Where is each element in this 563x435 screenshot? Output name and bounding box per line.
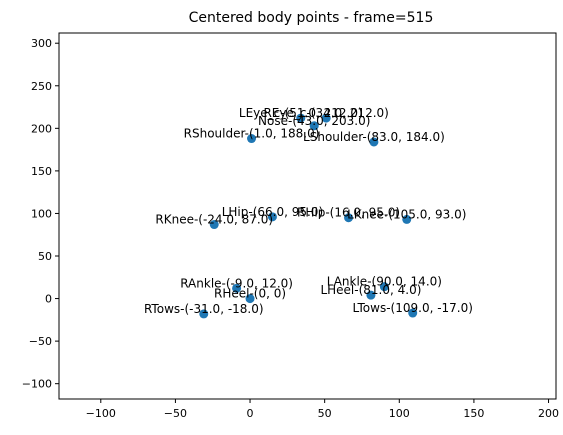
y-tick-label: 250 [31, 80, 52, 93]
y-tick-label: 200 [31, 122, 52, 135]
y-tick-label: −50 [29, 335, 52, 348]
point-label: REye_c-(34.0, 212.0) [263, 106, 388, 120]
scatter-point [344, 213, 354, 223]
scatter-point [296, 113, 306, 123]
point-label: RKnee-(-24.0, 87.0) [155, 213, 273, 227]
chart-title: Centered body points - frame=515 [189, 10, 434, 26]
plot-area [58, 32, 557, 400]
x-axis: −100 −50 0 50 100 150 200 [86, 399, 559, 420]
point-label: LKnee-(105.0, 93.0) [347, 207, 466, 221]
point-labels: LEye_c-(51.0, 212.0)REye_c-(34.0, 212.0)… [144, 106, 473, 316]
scatter-point [402, 214, 412, 224]
data-points [199, 113, 418, 319]
x-tick-label: 150 [463, 407, 484, 420]
point-label: RAnkle-(-9.0, 12.0) [180, 276, 293, 290]
point-label: RHip-(16.0, 95.0) [297, 206, 400, 220]
scatter-point [267, 212, 277, 222]
scatter-point [408, 308, 418, 318]
x-tick-label: 100 [389, 407, 410, 420]
point-label: LTows-(109.0, -17.0) [352, 301, 472, 315]
point-label: RTows-(-31.0, -18.0) [144, 302, 264, 316]
point-label: LEye_c-(51.0, 212.0) [239, 106, 363, 120]
scatter-point [232, 283, 242, 293]
point-label: LAnkle-(90.0, 14.0) [327, 275, 442, 289]
y-tick-label: 150 [31, 165, 52, 178]
scatter-point [321, 113, 331, 123]
point-label: RShoulder-(1.0, 188.0) [184, 127, 320, 141]
x-tick-label: −100 [86, 407, 116, 420]
x-tick-label: 200 [538, 407, 559, 420]
y-tick-label: 50 [38, 250, 52, 263]
scatter-point [247, 134, 257, 144]
scatter-point [245, 294, 255, 304]
point-label: RHeel-(0, 0) [214, 287, 286, 301]
y-axis: −100 −50 0 50 100 150 200 250 300 [22, 37, 59, 391]
scatter-point [209, 220, 219, 230]
y-tick-label: −100 [22, 378, 52, 391]
y-tick-label: 0 [45, 293, 52, 306]
y-tick-label: 100 [31, 207, 52, 220]
scatter-point [309, 121, 319, 131]
point-label: LHeel-(81.0, 4.0) [320, 283, 421, 297]
scatter-point [379, 282, 389, 292]
x-tick-label: −50 [164, 407, 187, 420]
scatter-point [369, 137, 379, 147]
point-label: LShoulder-(83.0, 184.0) [303, 130, 445, 144]
point-label: Nose-(43.0, 203.0) [258, 114, 370, 128]
x-tick-label: 0 [247, 407, 254, 420]
y-tick-label: 300 [31, 37, 52, 50]
scatter-point [366, 290, 376, 300]
x-tick-label: 50 [318, 407, 332, 420]
point-label: LHip-(66.0, 95.0) [222, 205, 323, 219]
scatter-point [199, 309, 209, 319]
